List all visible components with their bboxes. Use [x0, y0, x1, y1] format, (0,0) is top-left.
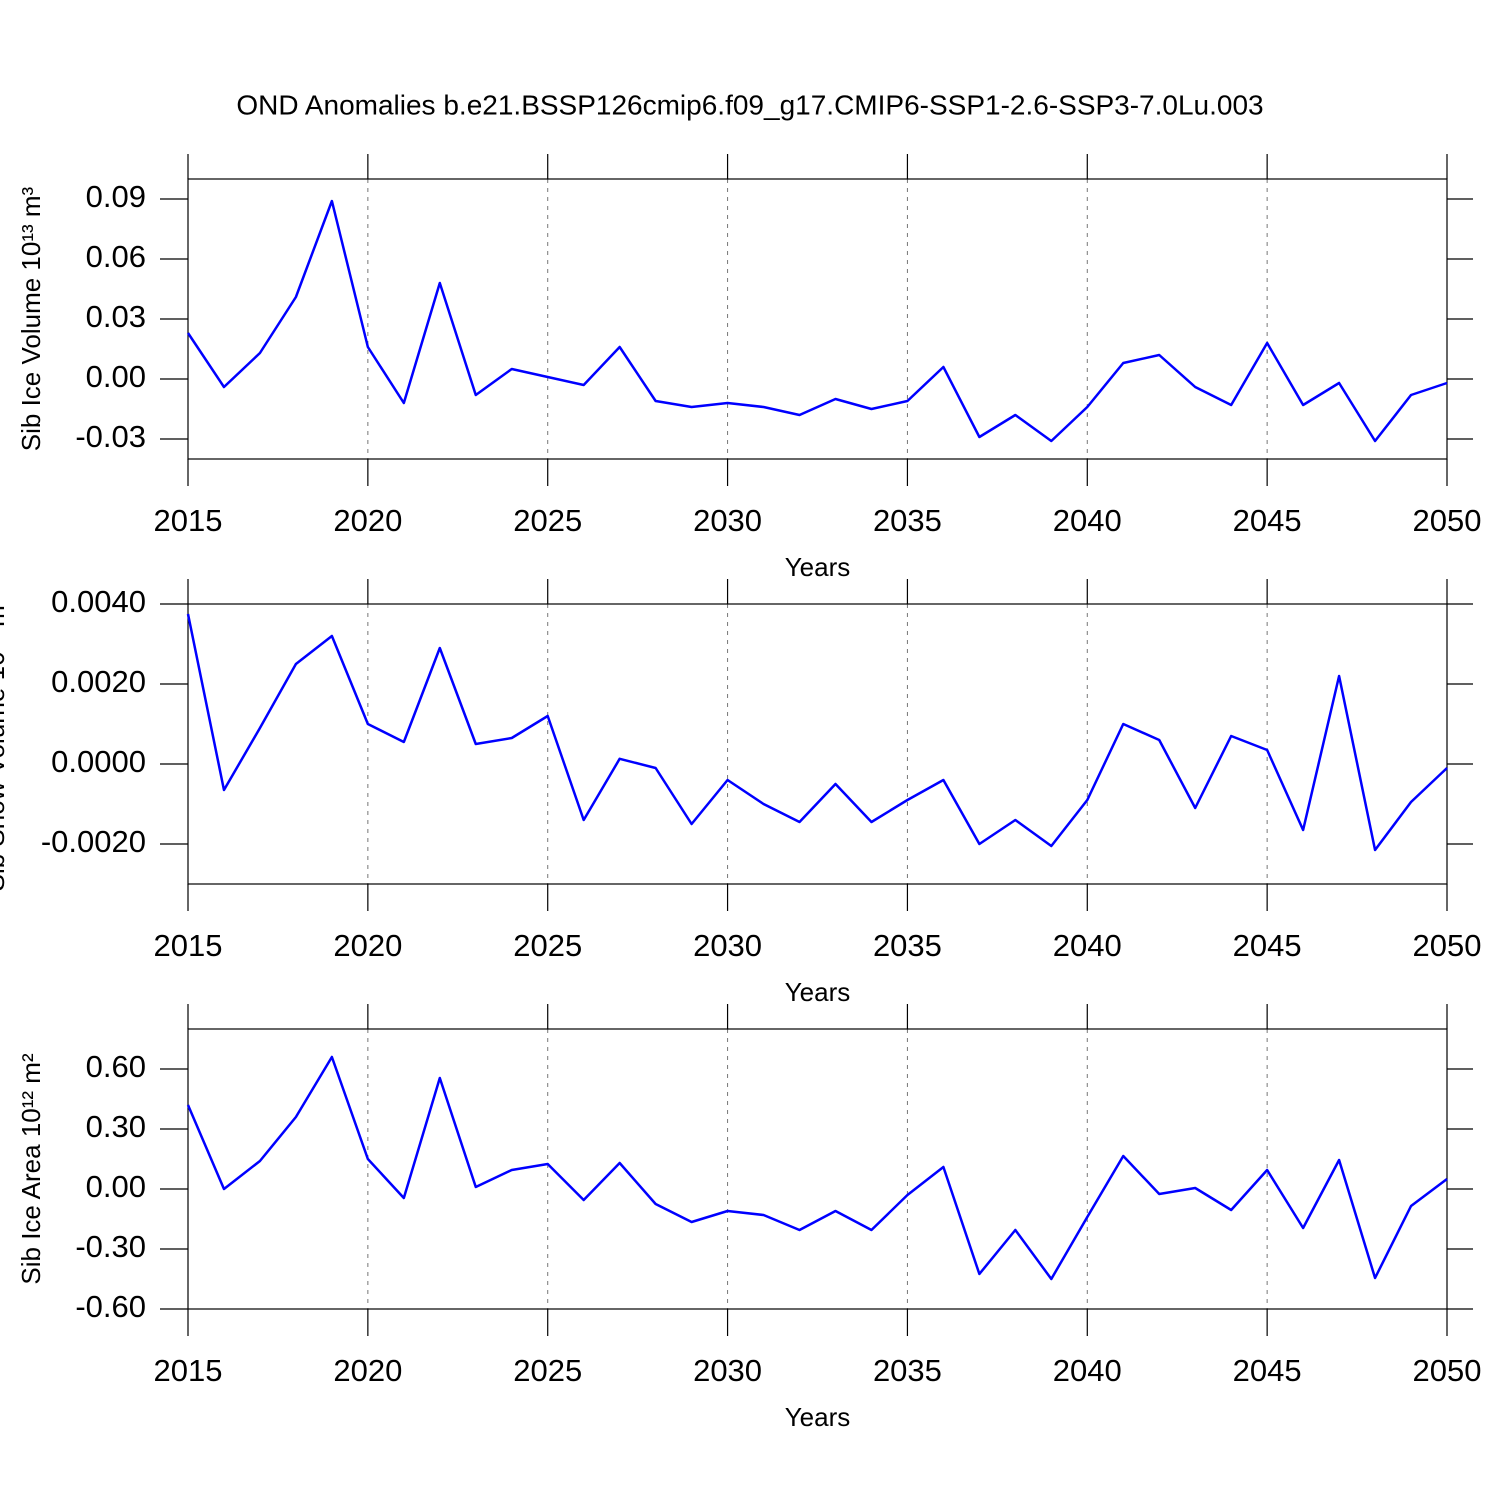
y-tick-label: 0.0020	[51, 664, 146, 699]
y-tick-label: -0.0020	[41, 824, 146, 859]
x-axis-label: Years	[785, 552, 851, 582]
y-axis-label: Sib Ice Volume 10¹³ m³	[16, 186, 46, 451]
x-tick-label: 2045	[1233, 928, 1302, 963]
y-tick-label: -0.30	[75, 1229, 146, 1264]
data-line	[186, 613, 1448, 852]
plot-frame	[187, 1028, 1448, 1310]
x-tick-label: 2015	[154, 928, 223, 963]
x-tick-label: 2020	[333, 1353, 402, 1388]
y-tick-label: -0.03	[75, 419, 146, 454]
y-tick-label: 0.0000	[51, 744, 146, 779]
x-tick-label: 2035	[873, 1353, 942, 1388]
x-tick-label: 2030	[693, 1353, 762, 1388]
y-axis-label: Sib Ice Area 10¹² m²	[16, 1053, 46, 1285]
y-tick-label: 0.60	[86, 1049, 146, 1084]
x-tick-label: 2045	[1233, 503, 1302, 538]
y-tick-label: 0.00	[86, 1169, 146, 1204]
y-tick-label: 0.06	[86, 239, 146, 274]
figure-title: OND Anomalies b.e21.BSSP126cmip6.f09_g17…	[236, 89, 1263, 120]
x-tick-label: 2030	[693, 503, 762, 538]
x-tick-label: 2015	[154, 503, 223, 538]
x-tick-label: 2020	[333, 503, 402, 538]
y-tick-label: -0.60	[75, 1289, 146, 1324]
plot-frame	[187, 603, 1448, 885]
x-tick-label: 2015	[154, 1353, 223, 1388]
y-tick-label: 0.09	[86, 179, 146, 214]
x-tick-label: 2045	[1233, 1353, 1302, 1388]
x-tick-label: 2040	[1053, 928, 1122, 963]
data-line	[186, 199, 1448, 443]
x-tick-label: 2050	[1413, 1353, 1482, 1388]
x-tick-label: 2040	[1053, 503, 1122, 538]
plot-frame	[187, 178, 1448, 460]
x-axis-label: Years	[785, 977, 851, 1007]
x-tick-label: 2025	[513, 503, 582, 538]
y-tick-label: 0.30	[86, 1109, 146, 1144]
y-tick-label: 0.03	[86, 299, 146, 334]
y-tick-label: 0.00	[86, 359, 146, 394]
x-tick-label: 2040	[1053, 1353, 1122, 1388]
data-line	[186, 1055, 1448, 1281]
x-tick-label: 2035	[873, 503, 942, 538]
x-tick-label: 2050	[1413, 503, 1482, 538]
x-tick-label: 2025	[513, 928, 582, 963]
x-tick-label: 2050	[1413, 928, 1482, 963]
x-axis-label: Years	[785, 1402, 851, 1432]
y-tick-label: 0.0040	[51, 584, 146, 619]
y-axis-label: Sib Snow Volume 10¹³ m³	[0, 596, 10, 891]
x-tick-label: 2035	[873, 928, 942, 963]
x-tick-label: 2020	[333, 928, 402, 963]
x-tick-label: 2025	[513, 1353, 582, 1388]
x-tick-label: 2030	[693, 928, 762, 963]
